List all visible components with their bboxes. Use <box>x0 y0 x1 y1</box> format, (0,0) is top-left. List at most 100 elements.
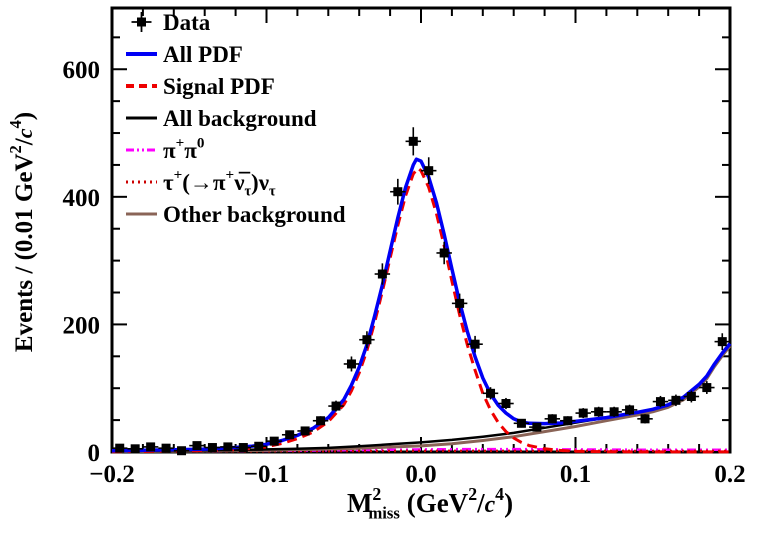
x-tick-label: 0.1 <box>560 461 591 488</box>
text-run: 0.1 <box>560 461 591 488</box>
data-point <box>297 426 313 436</box>
data-point <box>112 443 128 453</box>
data-marker <box>362 335 372 345</box>
data-point <box>683 390 700 403</box>
data-marker <box>393 187 403 197</box>
data-marker <box>455 298 465 308</box>
text-run: miss <box>368 503 400 522</box>
data-point <box>173 446 190 456</box>
data-point <box>436 241 452 265</box>
text-run: Other background <box>163 202 346 227</box>
data-marker <box>594 407 604 417</box>
text-run: (GeV <box>400 488 469 518</box>
text-run: Events / (0.01 GeV <box>11 153 38 352</box>
legend-label: All background <box>163 106 317 131</box>
data-marker <box>563 416 573 426</box>
text-run: 4 <box>6 120 25 128</box>
data-point <box>513 418 530 428</box>
text-run: 0.2 <box>714 461 745 488</box>
data-marker <box>408 136 418 146</box>
y-tick-label: 200 <box>63 312 101 339</box>
data-marker <box>346 359 356 369</box>
text-run: / <box>476 488 485 518</box>
data-point <box>529 422 545 432</box>
data-marker <box>331 401 341 411</box>
data-marker <box>223 442 233 452</box>
data-marker <box>177 446 187 456</box>
data-point <box>451 293 468 314</box>
text-run: 200 <box>63 312 101 339</box>
data-marker <box>130 444 140 454</box>
text-run: 400 <box>63 185 101 212</box>
data-marker <box>640 414 650 424</box>
text-run: c <box>12 128 37 138</box>
data-point <box>251 441 267 451</box>
data-marker <box>470 339 480 349</box>
data-marker <box>625 405 635 415</box>
data-point <box>281 430 298 440</box>
text-run: τ <box>244 184 251 200</box>
data-point <box>390 178 406 205</box>
data-point <box>266 436 282 446</box>
data-marker <box>238 443 248 453</box>
legend-label: Signal PDF <box>163 74 275 99</box>
data-point <box>498 397 514 410</box>
x-tick-label: 0.0 <box>405 461 436 488</box>
text-run: (→π <box>182 170 226 195</box>
data-marker <box>115 443 125 453</box>
legend-label: τ+(→π+ν̅τ)ντ <box>163 167 276 200</box>
data-marker <box>424 166 434 176</box>
text-run: All PDF <box>163 42 243 67</box>
data-point <box>637 414 653 424</box>
text-run: π <box>163 138 176 163</box>
data-point <box>482 387 499 400</box>
data-marker <box>207 443 217 453</box>
data-point <box>328 400 344 412</box>
data-marker <box>516 418 526 428</box>
legend-label: Other background <box>163 202 346 227</box>
text-run: 0 <box>88 440 101 467</box>
data-point <box>668 394 684 407</box>
text-run: ) <box>504 488 513 518</box>
data-marker <box>609 407 619 417</box>
y-tick-label: 0 <box>88 440 101 467</box>
data-marker <box>578 408 588 418</box>
data-marker <box>300 426 310 436</box>
text-run: τ <box>269 184 276 200</box>
x-tick-label: −0.2 <box>89 461 135 488</box>
text-run: + <box>174 167 183 184</box>
data-point <box>714 333 730 351</box>
data-point <box>544 414 561 424</box>
data-marker <box>254 441 264 451</box>
data-marker <box>269 436 279 446</box>
data-marker <box>686 392 696 401</box>
x-axis-title: M2 miss (GeV2/c4) <box>347 484 513 523</box>
text-run: 2 <box>468 484 477 504</box>
data-point <box>421 157 437 185</box>
data-point <box>560 416 576 426</box>
x-tick-label: 0.2 <box>714 461 745 488</box>
text-run: Data <box>163 10 211 35</box>
text-run: 4 <box>495 484 504 504</box>
text-run: 0.0 <box>405 461 436 488</box>
data-marker <box>146 442 156 452</box>
data-point <box>204 443 221 453</box>
data-marker <box>532 422 542 432</box>
data-point <box>220 442 236 452</box>
x-tick-label: −0.1 <box>244 461 290 488</box>
y-tick-label: 600 <box>63 57 101 84</box>
series-all-bkg <box>111 343 731 453</box>
legend-label: All PDF <box>163 42 243 67</box>
data-marker <box>717 337 727 347</box>
y-axis-title: Events / (0.01 GeV2/c4) <box>6 112 38 352</box>
data-point <box>405 127 421 156</box>
series-other-bkg <box>111 345 732 453</box>
text-run: + <box>176 135 185 152</box>
text-run: M <box>347 488 372 518</box>
text-run: 2 <box>372 484 381 504</box>
data-point <box>606 406 622 417</box>
data-point <box>343 356 360 372</box>
text-run: c <box>485 492 496 518</box>
text-run: )ν <box>251 170 269 195</box>
